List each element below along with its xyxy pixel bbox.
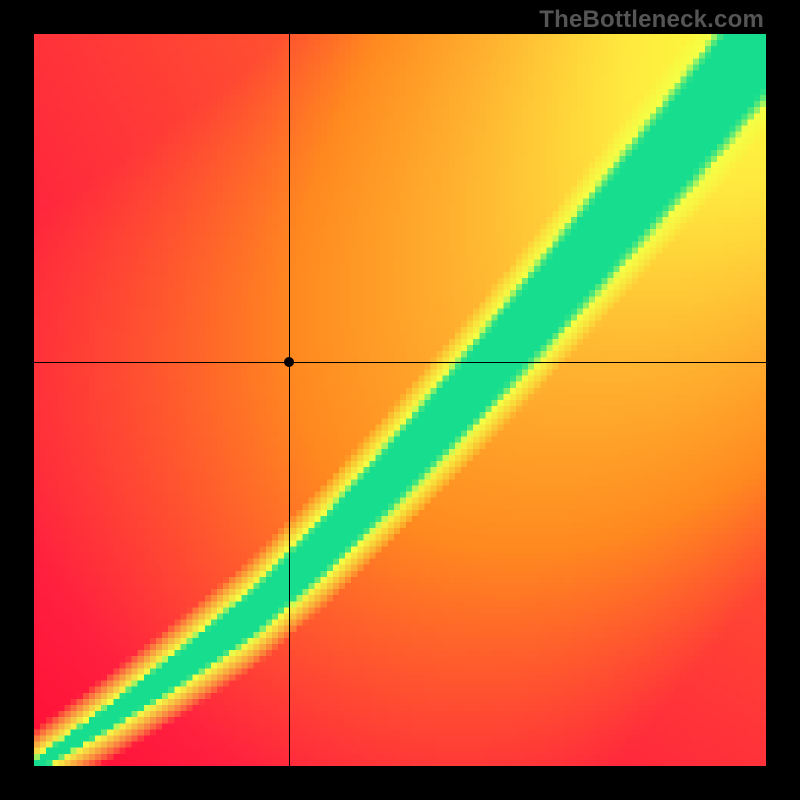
crosshair-vertical bbox=[289, 34, 290, 766]
crosshair-horizontal bbox=[34, 362, 766, 363]
heatmap-canvas bbox=[34, 34, 766, 766]
chart-frame: TheBottleneck.com bbox=[0, 0, 800, 800]
attribution-label: TheBottleneck.com bbox=[539, 6, 764, 34]
bottleneck-heatmap bbox=[34, 34, 766, 766]
crosshair-dot bbox=[284, 357, 294, 367]
